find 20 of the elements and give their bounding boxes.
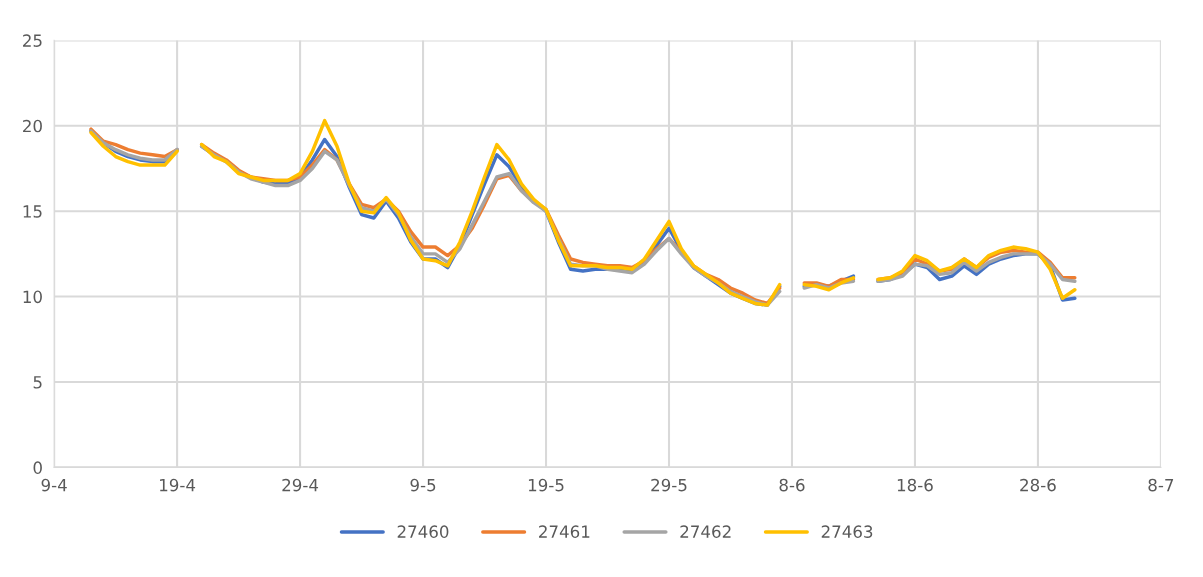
x-tick-label: 8-6 bbox=[779, 478, 805, 492]
legend-label: 27461 bbox=[539, 525, 590, 538]
x-tick-label: 29-4 bbox=[282, 478, 319, 492]
legend-label: 27460 bbox=[397, 525, 449, 538]
y-tick-label: 15 bbox=[23, 205, 42, 218]
x-tick-label: 8-7 bbox=[1148, 478, 1174, 492]
x-tick-label: 19-4 bbox=[160, 478, 196, 492]
x-tick-label: 18-6 bbox=[897, 478, 933, 492]
legend-label: 27462 bbox=[680, 525, 731, 538]
y-tick-label: 25 bbox=[23, 34, 42, 47]
y-tick-label: 5 bbox=[33, 376, 42, 389]
x-tick-label: 19-5 bbox=[528, 478, 564, 492]
x-tick-label: 28-6 bbox=[1020, 478, 1056, 492]
legend-label: 27463 bbox=[821, 525, 873, 538]
x-tick-label: 29-5 bbox=[651, 478, 687, 492]
x-tick-label: 9-4 bbox=[41, 478, 67, 492]
y-tick-label: 20 bbox=[23, 119, 42, 133]
y-tick-label: 10 bbox=[23, 290, 42, 304]
y-tick-label: 0 bbox=[33, 461, 42, 474]
x-tick-label: 9-5 bbox=[410, 478, 436, 492]
